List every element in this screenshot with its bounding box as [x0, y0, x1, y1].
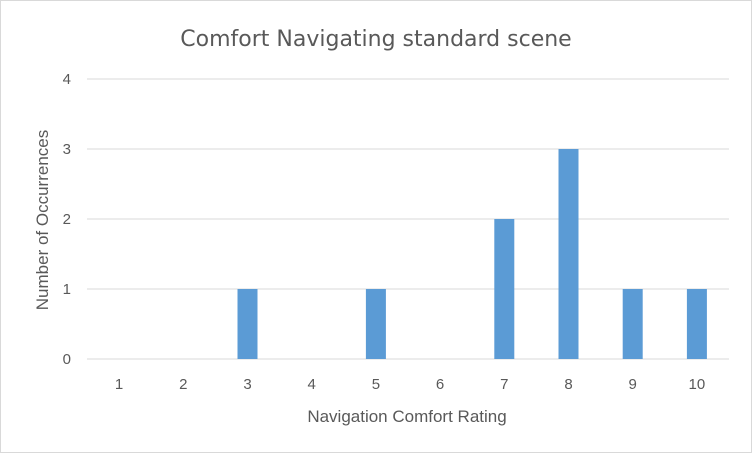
- x-tick-label: 8: [564, 376, 572, 393]
- x-tick-label: 3: [243, 376, 251, 393]
- bar-rating-9: [622, 289, 643, 359]
- y-axis-label: Number of Occurrences: [33, 130, 52, 310]
- x-tick-label: 5: [372, 376, 380, 393]
- bar-rating-10: [686, 289, 707, 359]
- bars: [237, 149, 707, 359]
- chart-title: Comfort Navigating standard scene: [180, 27, 571, 52]
- x-tick-label: 9: [629, 376, 637, 393]
- y-tick-label: 3: [63, 141, 71, 158]
- y-axis-ticks: 0 1 2 3 4: [63, 71, 71, 368]
- bar-rating-3: [237, 289, 258, 359]
- x-tick-label: 7: [500, 376, 508, 393]
- x-tick-label: 1: [115, 376, 123, 393]
- gridlines: [87, 78, 729, 360]
- x-axis-label: Navigation Comfort Rating: [307, 407, 506, 426]
- y-tick-label: 0: [63, 351, 71, 368]
- x-axis-ticks: 1 2 3 4 5 6 7 8 9 10: [115, 376, 705, 393]
- x-tick-label: 6: [436, 376, 444, 393]
- y-tick-label: 1: [63, 281, 71, 298]
- bar-rating-8: [558, 149, 579, 359]
- y-tick-label: 4: [63, 71, 71, 88]
- bar-rating-5: [365, 289, 386, 359]
- bar-rating-7: [494, 219, 515, 359]
- y-tick-label: 2: [63, 211, 71, 228]
- x-tick-label: 2: [179, 376, 187, 393]
- x-tick-label: 4: [308, 376, 316, 393]
- x-tick-label: 10: [689, 376, 706, 393]
